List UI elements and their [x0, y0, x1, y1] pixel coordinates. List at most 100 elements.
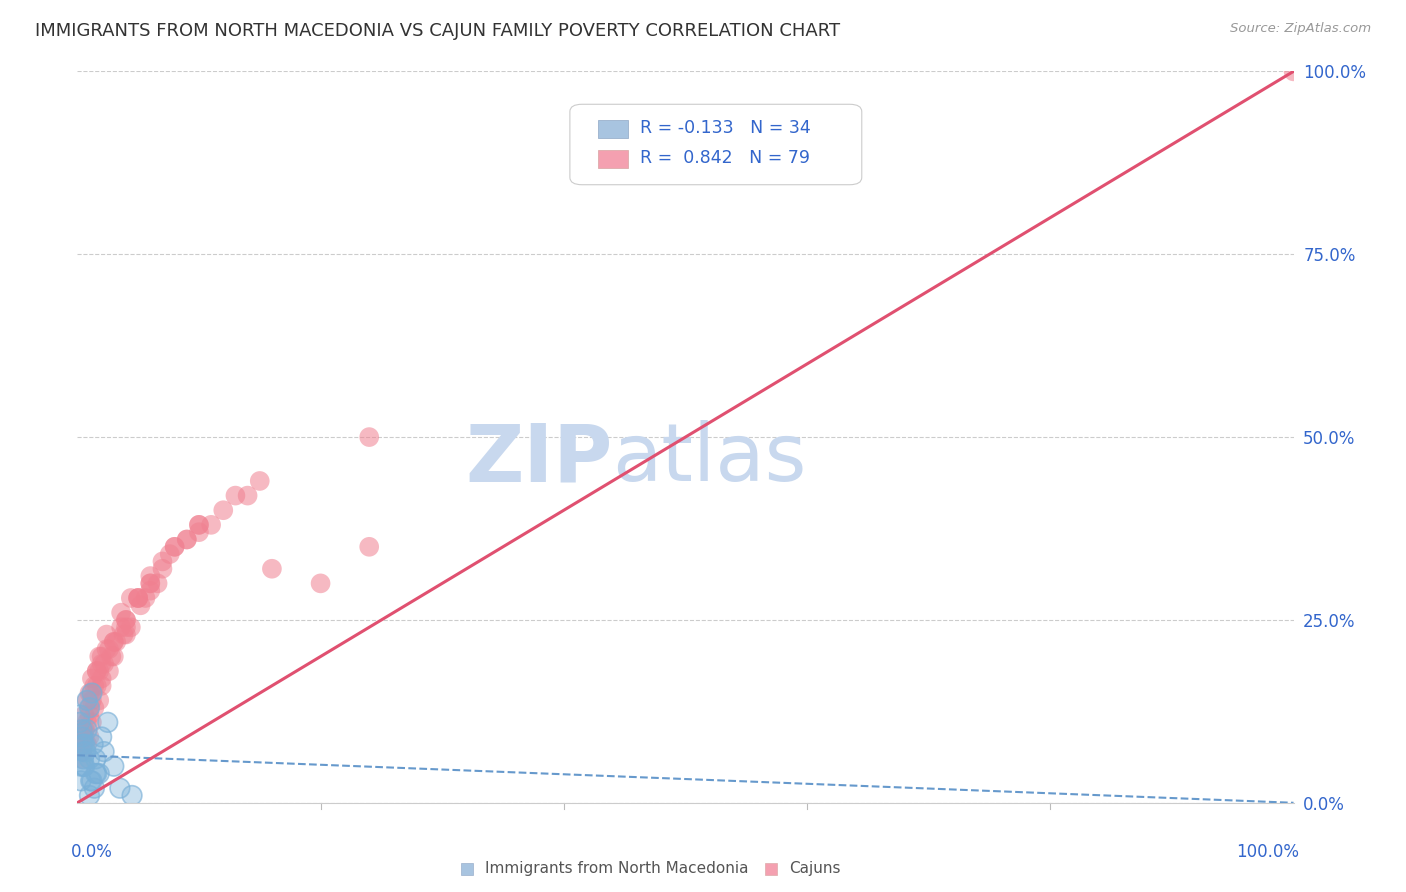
Point	[249, 474, 271, 488]
Point	[103, 635, 125, 649]
Point	[115, 620, 138, 634]
Point	[105, 635, 128, 649]
Point	[80, 773, 103, 788]
Point	[236, 489, 259, 503]
Point	[82, 737, 104, 751]
Point	[72, 745, 94, 759]
Point	[93, 745, 115, 759]
Text: R = -0.133   N = 34: R = -0.133 N = 34	[640, 120, 811, 137]
Point	[96, 627, 118, 641]
Point	[70, 730, 93, 744]
Point	[89, 649, 111, 664]
Point	[80, 693, 103, 707]
Point	[80, 773, 103, 788]
Point	[79, 752, 101, 766]
Point	[69, 737, 91, 751]
Point	[86, 766, 108, 780]
Point	[72, 745, 94, 759]
Point	[80, 715, 103, 730]
Point	[359, 430, 381, 444]
Point	[212, 503, 235, 517]
Point	[76, 715, 98, 730]
Bar	[598, 120, 628, 138]
Text: R =  0.842   N = 79: R = 0.842 N = 79	[640, 149, 810, 168]
Point	[80, 672, 103, 686]
Point	[120, 620, 142, 634]
Point	[70, 759, 93, 773]
Point	[80, 686, 103, 700]
Point	[89, 766, 111, 780]
Point	[139, 583, 162, 598]
Point	[121, 789, 143, 803]
Point	[129, 599, 152, 613]
Point	[97, 664, 120, 678]
Point	[83, 781, 105, 796]
Point	[84, 766, 107, 780]
Point	[73, 708, 96, 723]
Point	[112, 627, 135, 641]
Point	[134, 591, 156, 605]
Point	[79, 752, 101, 766]
Point	[108, 781, 131, 796]
Point	[97, 715, 120, 730]
Point	[70, 737, 93, 751]
Point	[127, 591, 149, 605]
Bar	[598, 150, 628, 168]
Point	[72, 759, 94, 773]
Point	[103, 649, 125, 664]
Point	[188, 517, 211, 532]
Point	[84, 752, 107, 766]
Point	[72, 737, 94, 751]
Point	[152, 562, 174, 576]
Point	[69, 708, 91, 723]
Point	[176, 533, 198, 547]
Point	[73, 759, 96, 773]
Point	[127, 591, 149, 605]
Point	[75, 745, 97, 759]
Point	[90, 649, 112, 664]
Point	[79, 700, 101, 714]
Point	[83, 679, 105, 693]
Point	[79, 700, 101, 714]
Text: Immigrants from North Macedonia: Immigrants from North Macedonia	[485, 861, 748, 876]
Point	[73, 737, 96, 751]
Point	[79, 686, 101, 700]
Point	[96, 642, 118, 657]
Point	[76, 723, 98, 737]
Point	[76, 693, 98, 707]
Point	[115, 613, 138, 627]
Point	[80, 686, 103, 700]
Point	[72, 759, 94, 773]
Point	[139, 576, 162, 591]
Text: 0.0%: 0.0%	[72, 843, 112, 861]
Point	[73, 759, 96, 773]
Point	[72, 752, 94, 766]
Text: 100.0%: 100.0%	[1237, 843, 1299, 861]
Point	[70, 773, 93, 788]
Point	[70, 723, 93, 737]
Point	[127, 591, 149, 605]
Point	[89, 766, 111, 780]
Point	[90, 679, 112, 693]
Point	[79, 730, 101, 744]
Point	[110, 620, 132, 634]
Point	[139, 576, 162, 591]
Point	[86, 664, 108, 678]
Point	[163, 540, 186, 554]
Point	[80, 686, 103, 700]
Point	[115, 613, 138, 627]
Point	[309, 576, 332, 591]
Point	[84, 766, 107, 780]
Point	[79, 789, 101, 803]
Point	[82, 737, 104, 751]
Point	[86, 664, 108, 678]
Point	[188, 525, 211, 540]
Point	[76, 693, 98, 707]
Point	[152, 554, 174, 568]
Point	[79, 700, 101, 714]
Point	[84, 752, 107, 766]
Point	[90, 672, 112, 686]
Point	[72, 752, 94, 766]
Point	[97, 642, 120, 657]
Point	[90, 730, 112, 744]
